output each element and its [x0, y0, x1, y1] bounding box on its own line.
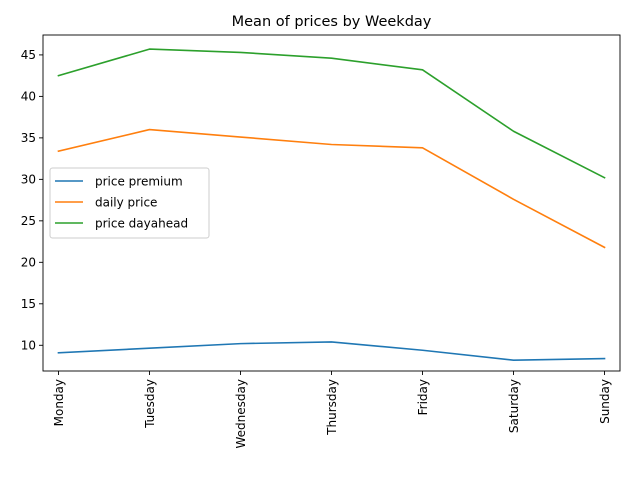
x-tick-label: Friday: [416, 379, 430, 415]
legend-label-0: price premium: [95, 174, 183, 188]
chart-title: Mean of prices by Weekday: [232, 14, 432, 30]
y-tick-label: 25: [21, 214, 36, 228]
x-tick-label: Saturday: [507, 379, 521, 433]
axes: 10 15 20 25 30 35 40 45 Monday Tuesday Wednesday Th…: [21, 34, 621, 448]
series-line-0: [57, 341, 606, 362]
y-tick-label: 10: [21, 338, 36, 352]
y-tick-label: 35: [21, 131, 36, 145]
y-tick-label: 15: [21, 297, 36, 311]
x-tick-label: Monday: [52, 379, 66, 426]
legend-label-2: price dayahead: [95, 216, 188, 230]
legend: price premium daily price price dayahead: [49, 167, 210, 239]
series-line-1: [57, 128, 606, 249]
series-line-2: [57, 48, 606, 179]
x-tick-label: Thursday: [325, 379, 339, 436]
plot-area: [57, 48, 606, 362]
y-tick-label: 20: [21, 256, 36, 270]
y-tick-label: 40: [21, 90, 36, 104]
x-tick-label: Sunday: [598, 379, 612, 424]
y-tick-label: 45: [21, 48, 36, 62]
legend-label-1: daily price: [95, 195, 157, 209]
x-tick-label: Tuesday: [143, 379, 157, 429]
y-tick-label: 30: [21, 173, 36, 187]
x-tick-label: Wednesday: [234, 379, 248, 448]
legend-box: [49, 167, 210, 239]
